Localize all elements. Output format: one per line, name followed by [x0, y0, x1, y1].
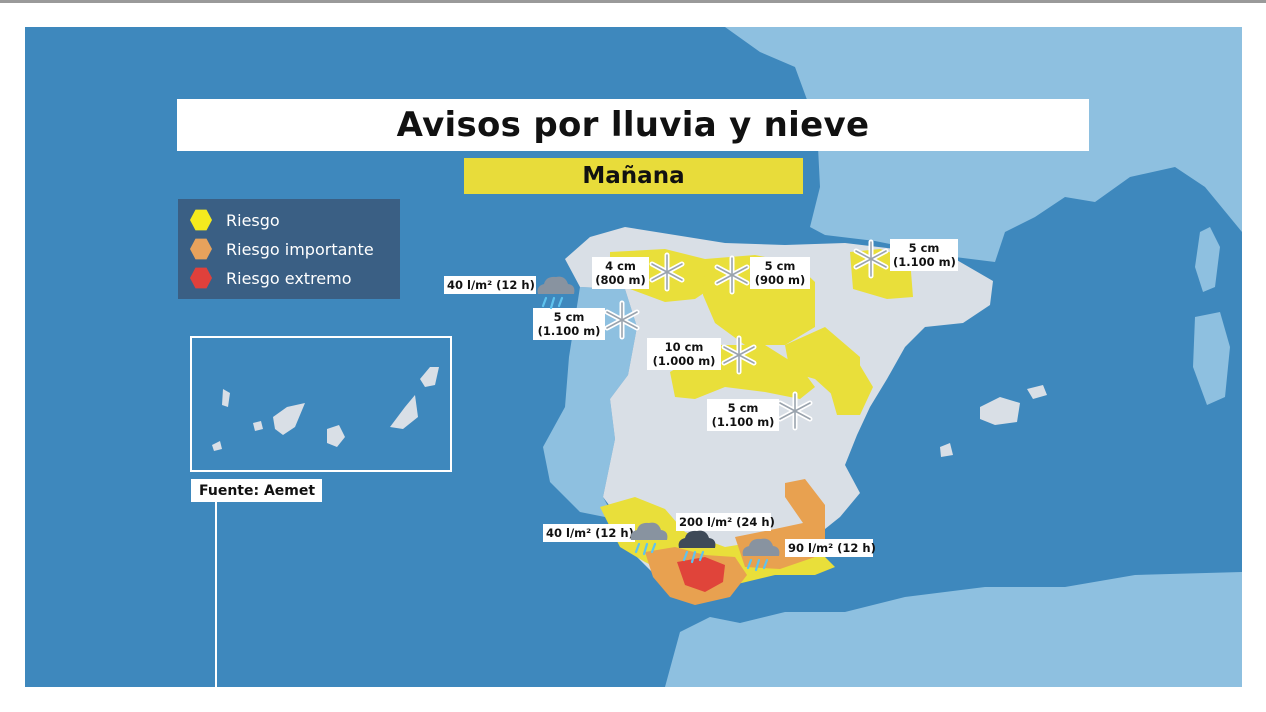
rain-cloud-icon	[742, 538, 780, 572]
rain-label: 40 l/m² (12 h)	[543, 524, 635, 542]
ibiza-island	[940, 443, 953, 457]
rain-cloud-icon	[630, 522, 668, 556]
portugal-landmass	[543, 287, 637, 519]
snow-label: 5 cm (1.100 m)	[533, 308, 605, 340]
legend-item-riesgo-importante: Riesgo importante	[190, 237, 374, 261]
subtitle-banner: Mañana	[464, 158, 803, 194]
top-divider	[0, 0, 1266, 3]
snow-amount: 5 cm	[908, 241, 940, 255]
snowflake-icon	[777, 391, 813, 431]
rain-label: 40 l/m² (12 h)	[444, 276, 536, 294]
africa-landmass	[665, 572, 1242, 687]
snow-label: 4 cm (800 m)	[592, 257, 649, 289]
map-title: Avisos por lluvia y nieve	[396, 105, 870, 145]
snowflake-icon	[649, 252, 685, 292]
menorca-island	[1027, 385, 1047, 399]
snow-amount: 5 cm	[764, 259, 796, 273]
rain-amount: 40 l/m² (12 h)	[447, 278, 535, 292]
sardinia-island	[1193, 312, 1230, 405]
snow-label: 5 cm (1.100 m)	[707, 399, 779, 431]
warning-zone-east	[825, 357, 873, 415]
rain-amount: 200 l/m² (24 h)	[679, 515, 775, 529]
source-leader-line	[215, 502, 217, 687]
warning-zone-malaga-red	[677, 557, 725, 592]
snowflake-icon	[604, 300, 640, 340]
legend-item-riesgo-extremo: Riesgo extremo	[190, 266, 352, 290]
rain-label: 90 l/m² (12 h)	[785, 539, 876, 557]
snow-altitude: (800 m)	[595, 273, 646, 287]
rain-amount: 90 l/m² (12 h)	[788, 541, 876, 555]
snow-label: 5 cm (900 m)	[750, 257, 810, 289]
yellow-hexagon-icon	[190, 209, 212, 231]
red-hexagon-icon	[190, 267, 212, 289]
rain-label: 200 l/m² (24 h)	[676, 513, 775, 531]
snow-altitude: (1.000 m)	[652, 354, 716, 368]
snow-label: 10 cm (1.000 m)	[647, 338, 721, 370]
snow-altitude: (1.100 m)	[893, 255, 956, 269]
snow-amount: 4 cm	[605, 259, 636, 273]
snowflake-icon	[853, 239, 889, 279]
snow-amount: 10 cm	[664, 340, 704, 354]
source-text: Fuente: Aemet	[199, 482, 316, 499]
map-subtitle: Mañana	[582, 163, 685, 189]
snow-altitude: (1.100 m)	[711, 415, 775, 429]
title-banner: Avisos por lluvia y nieve	[177, 99, 1089, 151]
corsica-island	[1195, 227, 1220, 292]
orange-hexagon-icon	[190, 238, 212, 260]
rain-cloud-icon	[678, 530, 716, 564]
rain-amount: 40 l/m² (12 h)	[546, 526, 634, 540]
snow-amount: 5 cm	[553, 310, 585, 324]
legend-label: Riesgo importante	[226, 239, 374, 259]
legend-item-riesgo: Riesgo	[190, 208, 280, 232]
snow-amount: 5 cm	[727, 401, 759, 415]
canary-islands	[212, 367, 439, 451]
snow-altitude: (1.100 m)	[537, 324, 601, 338]
legend-label: Riesgo extremo	[226, 268, 352, 288]
source-label: Fuente: Aemet	[191, 479, 322, 502]
snowflake-icon	[721, 335, 757, 375]
legend-label: Riesgo	[226, 210, 280, 230]
snowflake-icon	[714, 255, 750, 295]
legend: Riesgo Riesgo importante Riesgo extremo	[178, 199, 400, 299]
snow-altitude: (900 m)	[754, 273, 806, 287]
canary-islands-inset	[190, 336, 452, 472]
spain-landmass	[565, 227, 993, 599]
rain-cloud-icon	[537, 276, 575, 310]
balearic-islands	[980, 397, 1020, 425]
snow-label: 5 cm (1.100 m)	[890, 239, 958, 271]
weather-map-panel: Avisos por lluvia y nieve Mañana Riesgo …	[25, 27, 1242, 687]
